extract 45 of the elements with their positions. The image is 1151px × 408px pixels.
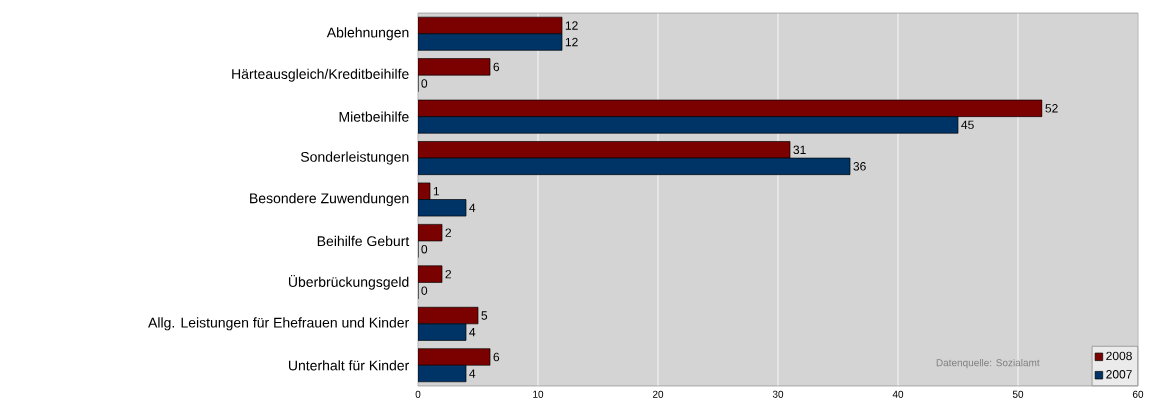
bar [418, 157, 851, 175]
annotation: Datenquelle: Sozialamt [936, 358, 1040, 369]
bar [418, 116, 959, 134]
data-label: 4 [469, 328, 476, 337]
data-label: 6 [493, 352, 500, 362]
data-label: 1 [433, 187, 440, 196]
y-tick-label: Sonderleistungen [300, 151, 409, 165]
data-label: 36 [853, 162, 866, 171]
x-tick-label: 0 [415, 390, 421, 398]
data-label: 52 [1045, 104, 1058, 113]
y-tick-label: Unterhalt für Kinder [288, 360, 410, 371]
data-label: 0 [421, 79, 428, 88]
y-tick-label: Härteausgleich/Kreditbeihilfe [232, 68, 409, 82]
data-label: 4 [469, 203, 476, 212]
data-label: 2 [445, 269, 451, 279]
data-label: 2 [445, 228, 451, 237]
data-label: 0 [421, 286, 428, 295]
x-tick-label: 30 [772, 390, 784, 398]
data-label: 6 [493, 62, 500, 72]
data-label: 5 [481, 311, 488, 320]
x-tick-label: 20 [652, 390, 664, 398]
x-tick-label: 60 [1132, 390, 1144, 398]
bar [418, 348, 491, 366]
bar [418, 99, 1043, 117]
y-tick-label: Beihilfe Geburt [317, 235, 410, 247]
legend-label: 2007 [1106, 370, 1132, 379]
data-label: 31 [793, 145, 806, 155]
y-tick-label: Ablehnungen [326, 27, 409, 41]
y-tick-label: Überbrückungsgeld [288, 275, 409, 290]
y-tick-label: Mietbeihilfe [339, 111, 409, 122]
bar [418, 323, 467, 341]
data-label: 12 [565, 21, 578, 30]
x-tick-label: 50 [1012, 390, 1024, 398]
data-label: 0 [421, 244, 428, 254]
y-tick-label: Allg. Leistungen für Ehefrauen und Kinder [148, 317, 410, 331]
data-label: 45 [961, 120, 974, 130]
x-tick-label: 40 [892, 390, 904, 398]
y-tick-label: Besondere Zuwendungen [250, 192, 409, 207]
data-label: 12 [565, 37, 578, 47]
data-label: 4 [469, 369, 476, 378]
bar [418, 141, 791, 159]
bar [418, 33, 563, 51]
legend-label: 2008 [1106, 351, 1132, 361]
x-tick-label: 10 [533, 390, 544, 398]
bar [418, 58, 491, 76]
